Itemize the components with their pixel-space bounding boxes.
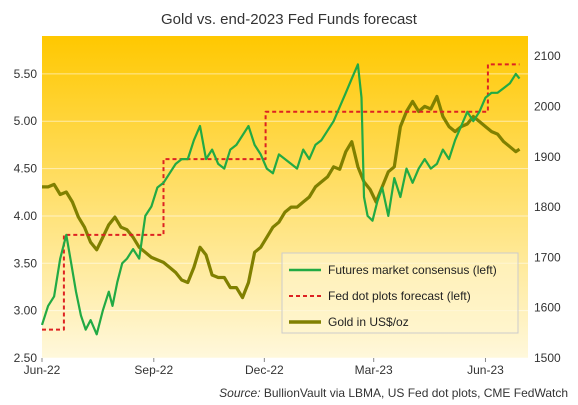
y-left-tick-label: 3.00 xyxy=(14,304,38,318)
y-axis-right: 1500 1600 1700 1800 1900 2000 2100 xyxy=(534,49,561,365)
series-gold-line xyxy=(42,94,521,300)
x-axis: Jun-22 Sep-22 Dec-22 Mar-23 Jun-23 xyxy=(24,358,504,377)
x-tick-label: Sep-22 xyxy=(134,363,173,377)
y-right-tick-label: 1600 xyxy=(534,301,561,315)
y-right-tick-label: 1800 xyxy=(534,200,561,214)
y-right-tick-label: 2000 xyxy=(534,99,561,113)
source-text: BullionVault via LBMA, US Fed dot plots,… xyxy=(264,386,568,400)
x-tick-label: Mar-23 xyxy=(355,363,393,377)
legend-label-futures: Futures market consensus (left) xyxy=(328,263,497,277)
legend-box xyxy=(281,252,519,334)
y-axis-left: 2.50 3.00 3.50 4.00 4.50 5.00 5.50 xyxy=(14,67,38,365)
y-left-tick-label: 5.50 xyxy=(14,67,38,81)
legend-label-dotplot: Fed dot plots forecast (left) xyxy=(328,289,471,303)
legend-label-gold: Gold in US$/oz xyxy=(328,315,409,329)
y-right-tick-label: 1900 xyxy=(534,150,561,164)
x-tick-label: Jun-23 xyxy=(467,363,504,377)
chart-title: Gold vs. end-2023 Fed Funds forecast xyxy=(161,11,418,28)
series-futures-line xyxy=(40,63,521,336)
y-left-tick-label: 4.50 xyxy=(14,162,38,176)
y-left-tick-label: 2.50 xyxy=(14,351,38,365)
y-left-tick-label: 3.50 xyxy=(14,256,38,270)
y-right-tick-label: 1700 xyxy=(534,250,561,264)
y-right-tick-label: 1500 xyxy=(534,351,561,365)
x-tick-label: Jun-22 xyxy=(24,363,61,377)
series-layer xyxy=(40,63,521,336)
y-right-tick-label: 2100 xyxy=(534,49,561,63)
y-left-tick-label: 4.00 xyxy=(14,209,38,223)
series-dotplot-line xyxy=(42,63,520,331)
x-tick-label: Dec-22 xyxy=(245,363,284,377)
legend: Futures market consensus (left) Fed dot … xyxy=(281,252,519,334)
y-left-tick-label: 5.00 xyxy=(14,114,38,128)
source-label: Source: xyxy=(219,386,260,400)
source-note: Source: BullionVault via LBMA, US Fed do… xyxy=(219,386,568,400)
